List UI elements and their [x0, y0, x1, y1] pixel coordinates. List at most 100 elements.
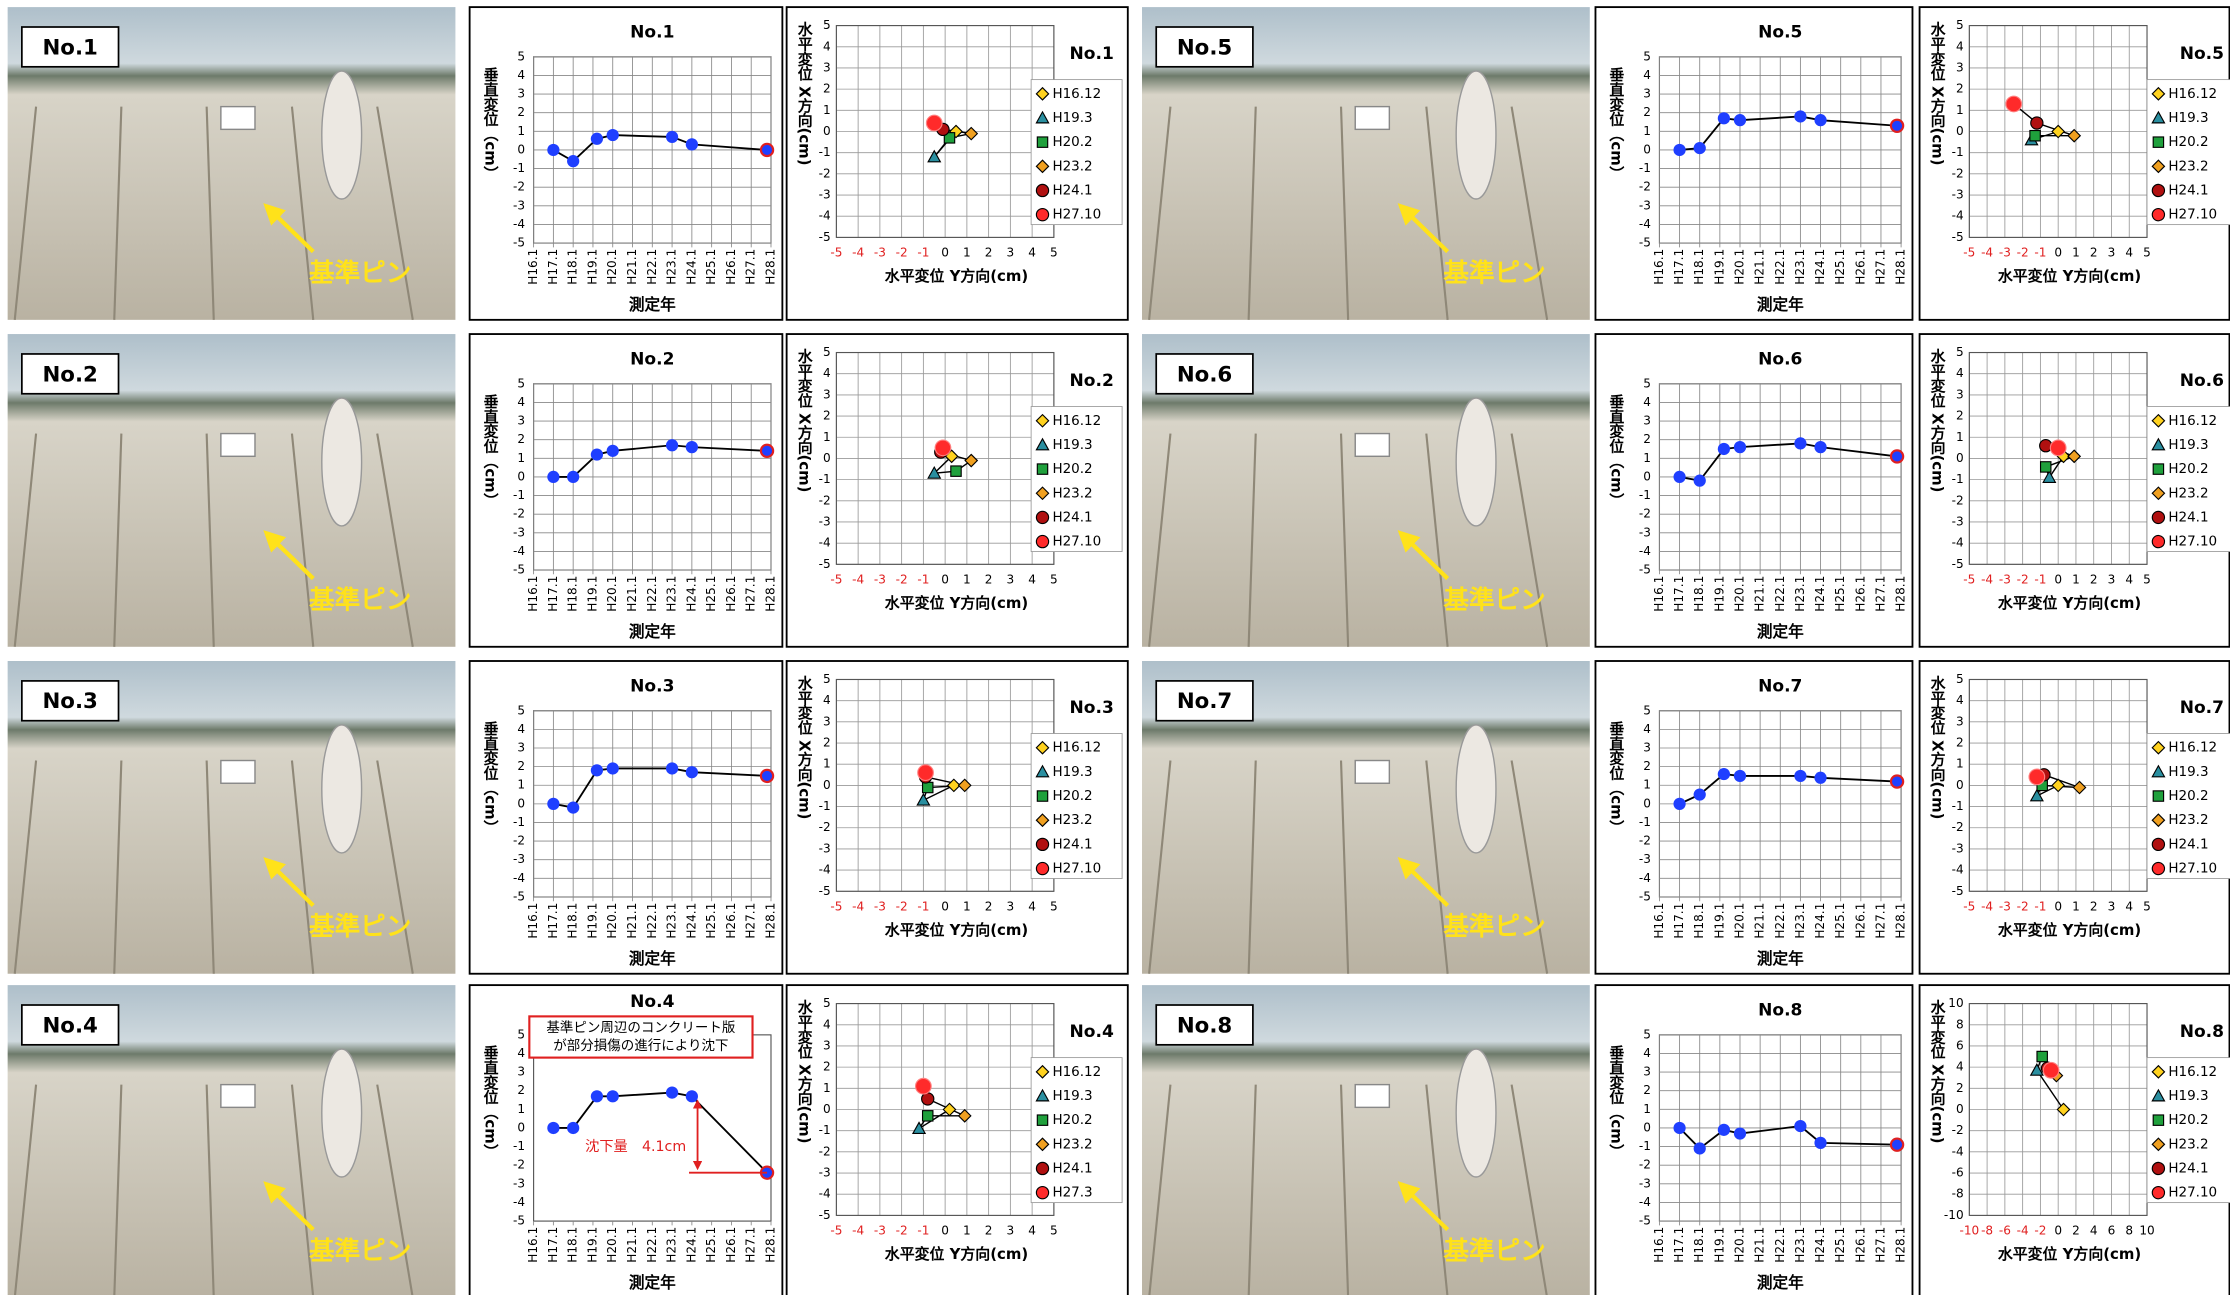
x-tick-label: H19.1 — [1712, 903, 1726, 939]
x-tick-label: H27.1 — [1873, 249, 1887, 285]
y-tick-label: 10 — [1948, 996, 1963, 1010]
data-point — [2006, 96, 2022, 112]
y-tick-label: 4 — [1643, 1046, 1651, 1060]
pin-label: 基準ピン — [1443, 257, 1545, 288]
data-point — [923, 782, 933, 792]
x-tick-label: H26.1 — [724, 1227, 738, 1263]
x-tick-label: -2 — [2017, 246, 2029, 260]
x-axis-label: 水平変位 Y方向(cm) — [1998, 921, 2141, 939]
y-tick-label: -5 — [513, 563, 525, 577]
x-tick-label: H28.1 — [763, 249, 777, 285]
y-tick-label: 4 — [823, 366, 831, 380]
x-tick-label: H20.1 — [605, 249, 619, 285]
data-point — [916, 1078, 932, 1094]
y-tick-label: 3 — [823, 60, 831, 74]
chart-title: No.1 — [1070, 44, 1114, 64]
x-tick-label: H27.1 — [744, 249, 758, 285]
data-point — [923, 1111, 933, 1121]
y-tick-label: -4 — [1952, 863, 1964, 877]
photo-label: No.2 — [42, 362, 97, 387]
x-tick-label: H20.1 — [605, 576, 619, 612]
legend-label: H20.2 — [1052, 461, 1092, 477]
y-tick-label: -4 — [1952, 209, 1964, 223]
y-axis-label: 垂直変位（cm） — [482, 1044, 500, 1159]
chart-title: No.7 — [2180, 698, 2224, 718]
x-tick-label: H17.1 — [546, 903, 560, 939]
data-point — [1891, 775, 1903, 787]
y-tick-label: -3 — [819, 1166, 831, 1180]
x-tick-label: H17.1 — [546, 576, 560, 612]
x-axis-label: 測定年 — [1757, 295, 1804, 314]
legend-label: H19.3 — [1052, 764, 1092, 780]
data-point — [567, 1122, 579, 1134]
chart-title: No.5 — [1758, 23, 1802, 43]
photo-sign — [221, 761, 255, 784]
x-tick-label: 5 — [1050, 572, 1058, 586]
y-tick-label: 0 — [1643, 469, 1651, 483]
chart-title: No.2 — [630, 350, 674, 370]
data-point — [591, 448, 603, 460]
y-tick-label: -3 — [819, 188, 831, 202]
x-tick-label: -6 — [1999, 1224, 2011, 1238]
data-point — [1734, 1127, 1746, 1139]
x-tick-label: H19.1 — [585, 1227, 599, 1263]
x-tick-label: H18.1 — [566, 903, 580, 939]
x-tick-label: -4 — [1981, 572, 1993, 586]
x-tick-label: 2 — [2072, 1224, 2080, 1238]
y-tick-label: 3 — [1956, 387, 1964, 401]
photo-sign — [1355, 761, 1389, 784]
y-axis-label: 垂直変位（cm） — [1607, 393, 1625, 508]
legend-swatch — [1037, 791, 1047, 801]
legend-swatch — [1037, 137, 1047, 147]
y-tick-label: 4 — [1643, 395, 1651, 409]
x-tick-label: H22.1 — [645, 249, 659, 285]
x-tick-label: -5 — [830, 572, 842, 586]
y-tick-label: -1 — [513, 1139, 525, 1153]
x-tick-label: H18.1 — [1692, 249, 1706, 285]
y-tick-label: 4 — [517, 722, 525, 736]
photo-figure — [1456, 71, 1496, 199]
data-point — [2029, 769, 2045, 785]
x-tick-label: H26.1 — [724, 903, 738, 939]
legend-swatch — [2152, 209, 2164, 221]
y-tick-label: 3 — [823, 1038, 831, 1052]
photo-figure — [1456, 725, 1496, 853]
chart-title: No.4 — [630, 992, 674, 1012]
y-axis-label: 水平変位 X方向(cm) — [796, 674, 814, 819]
legend-label: H27.10 — [2168, 1185, 2217, 1201]
y-tick-label: -1 — [513, 815, 525, 829]
x-tick-label: 4 — [1028, 572, 1036, 586]
pin-label: 基準ピン — [309, 911, 411, 942]
y-tick-label: -4 — [1639, 1195, 1651, 1209]
legend-label: H24.1 — [1052, 1160, 1092, 1176]
x-tick-label: -3 — [1999, 572, 2011, 586]
y-tick-label: 2 — [823, 409, 831, 423]
y-tick-label: 1 — [823, 757, 831, 771]
x-tick-label: H27.1 — [1873, 903, 1887, 939]
x-tick-label: H19.1 — [1712, 249, 1726, 285]
data-point — [1891, 450, 1903, 462]
x-axis-label: 水平変位 Y方向(cm) — [885, 1245, 1028, 1263]
legend-label: H23.2 — [1052, 158, 1092, 174]
data-point — [1794, 770, 1806, 782]
y-tick-label: 0 — [517, 796, 525, 810]
y-tick-label: 5 — [1956, 672, 1964, 686]
x-tick-label: -3 — [874, 246, 886, 260]
data-point — [761, 144, 773, 156]
y-tick-label: -3 — [513, 525, 525, 539]
legend-label: H27.10 — [1052, 861, 1101, 877]
x-tick-label: H26.1 — [1853, 903, 1867, 939]
x-tick-label: 2 — [985, 1224, 993, 1238]
x-axis-label: 測定年 — [1757, 949, 1804, 968]
x-tick-label: H24.1 — [684, 249, 698, 285]
x-tick-label: H17.1 — [1672, 576, 1686, 612]
x-tick-label: -1 — [2034, 572, 2046, 586]
y-tick-label: -2 — [819, 493, 831, 507]
y-tick-label: 2 — [1643, 759, 1651, 773]
legend-swatch — [1036, 511, 1048, 523]
data-point — [1891, 120, 1903, 132]
x-tick-label: H21.1 — [1753, 249, 1767, 285]
x-tick-label: 2 — [2090, 246, 2098, 260]
y-tick-label: 0 — [517, 469, 525, 483]
legend-label: H27.3 — [1052, 1185, 1092, 1201]
